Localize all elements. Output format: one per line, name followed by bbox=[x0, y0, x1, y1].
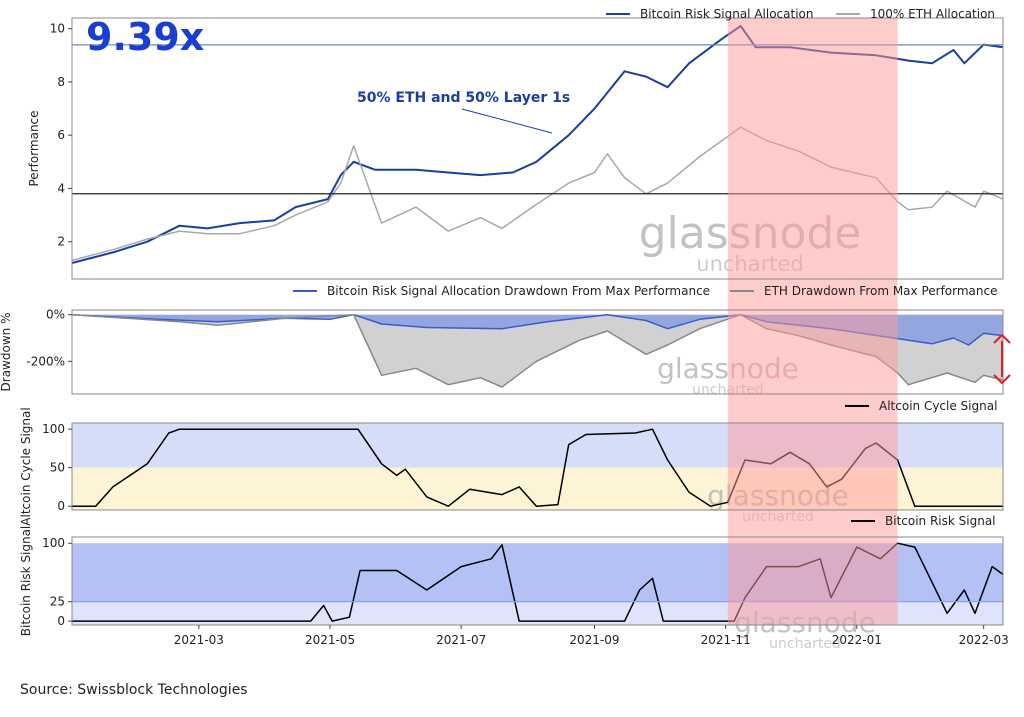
panel-1-legend-label-0: Bitcoin Risk Signal Allocation Drawdown … bbox=[327, 284, 710, 298]
panel-0-ylabel: Performance bbox=[27, 110, 41, 186]
panel-0-frame bbox=[71, 17, 1004, 280]
text-layer: 2 4 6 8 10 Performance Bitcoin Risk Signal All… bbox=[0, 7, 1011, 647]
panel-1-series-1-area bbox=[72, 314, 1003, 387]
panel-0-ytick-label-3: 8 bbox=[57, 75, 65, 89]
panel-1-series-1-line bbox=[71, 313, 1004, 388]
xtick-label-1: 2021-05 bbox=[305, 633, 355, 647]
panel-2-ytick-label-0: 0 bbox=[57, 499, 65, 513]
xtick-label-3: 2021-09 bbox=[569, 633, 619, 647]
panel-1-ylabel: Drawdown % bbox=[0, 313, 13, 392]
panel-3-watermark-sub: uncharted bbox=[769, 636, 841, 652]
panel-1-ytick-label-0: 0% bbox=[46, 308, 65, 322]
panel-3-ytick-label-1: 25 bbox=[50, 595, 65, 609]
xtick-label-5: 2022-01 bbox=[832, 633, 882, 647]
panel-1-legend-label-1: ETH Drawdown From Max Performance bbox=[764, 284, 998, 298]
gap-arrow-head-top bbox=[993, 333, 1011, 344]
panel-2-legend-label-0: Altcoin Cycle Signal bbox=[879, 399, 997, 413]
panel-0-ytick-label-4: 10 bbox=[50, 22, 65, 36]
panel-3-legend-label-0: Bitcoin Risk Signal bbox=[885, 514, 996, 528]
xtick-label-0: 2021-03 bbox=[174, 633, 224, 647]
panel-2-frame bbox=[71, 422, 1004, 511]
panel-2-ytick-label-1: 50 bbox=[50, 461, 65, 475]
panel-0-ytick-label-1: 4 bbox=[57, 181, 65, 195]
panel-0-ytick-label-0: 2 bbox=[57, 235, 65, 249]
panel-0-legend-label-0: Bitcoin Risk Signal Allocation bbox=[640, 7, 813, 21]
panel-1-series-0-area bbox=[72, 314, 1003, 345]
panel-1-ytick-label-1: -200% bbox=[26, 354, 65, 368]
panel-0-legend-label-1: 100% ETH Allocation bbox=[870, 7, 995, 21]
panel-1-series-0-line bbox=[71, 313, 1004, 346]
annotation-leader bbox=[461, 108, 553, 134]
panel-3-ytick-label-0: 0 bbox=[57, 614, 65, 628]
highlight-period-band bbox=[727, 18, 898, 625]
panel-3-series-0-line bbox=[72, 542, 1004, 622]
source-caption: Source: Swissblock Technologies bbox=[20, 682, 248, 698]
panel-2-ytick-label-2: 100 bbox=[42, 422, 65, 436]
panel-3-ylabel: Bitcoin Risk Signal bbox=[19, 526, 33, 637]
panel-2-ylabel: Altcoin Cycle Signal bbox=[19, 407, 33, 525]
gap-arrow-head-bottom bbox=[993, 374, 1011, 385]
annotation-text: 50% ETH and 50% Layer 1s bbox=[357, 90, 570, 106]
panel-0-ytick-label-2: 6 bbox=[57, 128, 65, 142]
data-layer bbox=[71, 18, 1004, 625]
xtick-label-4: 2021-11 bbox=[701, 633, 751, 647]
headline-multiple: 9.39x bbox=[86, 15, 204, 59]
panel-3-ytick-label-2: 100 bbox=[42, 536, 65, 550]
xtick-label-2: 2021-07 bbox=[436, 633, 486, 647]
panel-3-frame bbox=[71, 536, 1004, 626]
xtick-label-6: 2022-03 bbox=[959, 633, 1009, 647]
